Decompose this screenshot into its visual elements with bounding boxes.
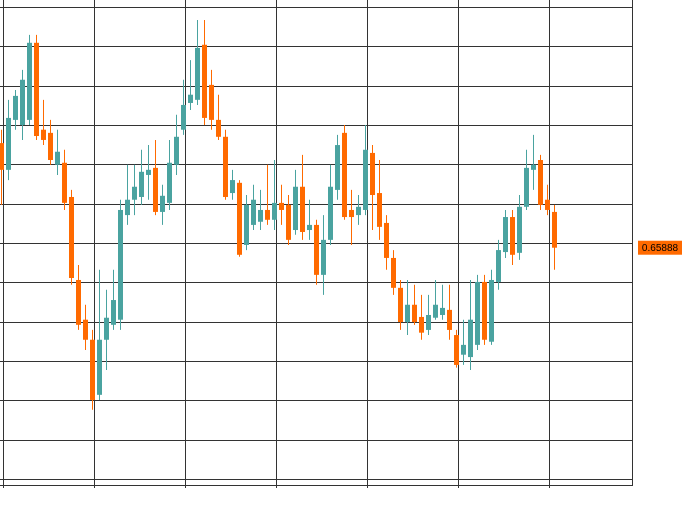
candle-body	[230, 180, 235, 194]
candle-body	[356, 206, 361, 216]
candle-body	[447, 309, 452, 330]
candle-body	[62, 162, 67, 203]
candle-body	[335, 145, 340, 190]
candle-body	[118, 209, 123, 320]
candle-body	[538, 160, 543, 205]
candle-body	[377, 193, 382, 227]
candle-body	[482, 281, 487, 340]
candle-body	[489, 279, 494, 342]
candle-body	[545, 199, 550, 210]
candle-body	[244, 204, 249, 245]
candle-body	[209, 84, 214, 120]
candle-body	[125, 199, 130, 216]
candle-body	[524, 167, 529, 207]
candle-body	[13, 95, 18, 120]
candle-body	[41, 129, 46, 140]
candle-body	[307, 224, 312, 231]
candle-body	[69, 196, 74, 279]
candle-body	[398, 287, 403, 323]
candle-body	[370, 152, 375, 196]
candle-body	[167, 162, 172, 203]
candle-body	[454, 335, 459, 365]
candles	[0, 19, 557, 410]
candle-body	[314, 224, 319, 275]
candle-body	[328, 186, 333, 240]
candle-body	[321, 239, 326, 275]
candle-body	[83, 319, 88, 340]
candle-body	[342, 132, 347, 218]
price-tag	[638, 240, 682, 255]
candle-body	[272, 202, 277, 220]
candle-body	[265, 209, 270, 220]
candle-body	[174, 136, 179, 165]
candle-body	[202, 44, 207, 118]
candle-body	[279, 202, 284, 210]
candle-body	[20, 79, 25, 125]
candle-body	[363, 149, 368, 210]
candle-body	[48, 132, 53, 161]
candle-body	[286, 204, 291, 240]
candle-body	[293, 186, 298, 231]
candle-body	[391, 257, 396, 288]
candle-body	[104, 317, 109, 340]
candle-body	[160, 195, 165, 212]
candle-body	[475, 281, 480, 345]
candle-body	[531, 164, 536, 170]
candle-body	[405, 304, 410, 323]
candle-body	[195, 47, 200, 100]
candle-body	[440, 307, 445, 315]
candle-body	[216, 119, 221, 137]
candle-body	[132, 186, 137, 200]
candle-body	[517, 206, 522, 253]
candle-body	[6, 117, 11, 170]
candle-body	[55, 151, 60, 165]
candle-body	[237, 182, 242, 255]
candle-body	[496, 250, 501, 282]
candle-body	[181, 104, 186, 130]
price-grid	[0, 7, 633, 480]
candle-body	[139, 171, 144, 197]
candle-body	[111, 300, 116, 325]
candle-body	[510, 217, 515, 255]
candle-body	[503, 217, 508, 253]
candle-body	[412, 304, 417, 323]
candle-body	[97, 339, 102, 395]
candle-body	[461, 344, 466, 355]
candle-body	[153, 167, 158, 212]
candle-body	[433, 304, 438, 318]
candle-body	[251, 199, 256, 225]
candle-body	[258, 209, 263, 222]
candle-body	[76, 279, 81, 325]
candle-body	[146, 169, 151, 175]
candle-body	[300, 186, 305, 232]
candle-body	[90, 339, 95, 400]
candle-body	[27, 42, 32, 120]
candle-body	[468, 319, 473, 358]
candle-body	[223, 136, 228, 197]
candle-body	[419, 316, 424, 333]
candle-body	[552, 211, 557, 248]
price-tag-label: 0.65888	[642, 243, 679, 254]
candle-body	[188, 94, 193, 103]
candle-body	[0, 143, 4, 170]
candle-body	[349, 209, 354, 218]
candle-body	[426, 314, 431, 330]
candle-body	[34, 42, 39, 137]
candle-body	[384, 222, 389, 258]
